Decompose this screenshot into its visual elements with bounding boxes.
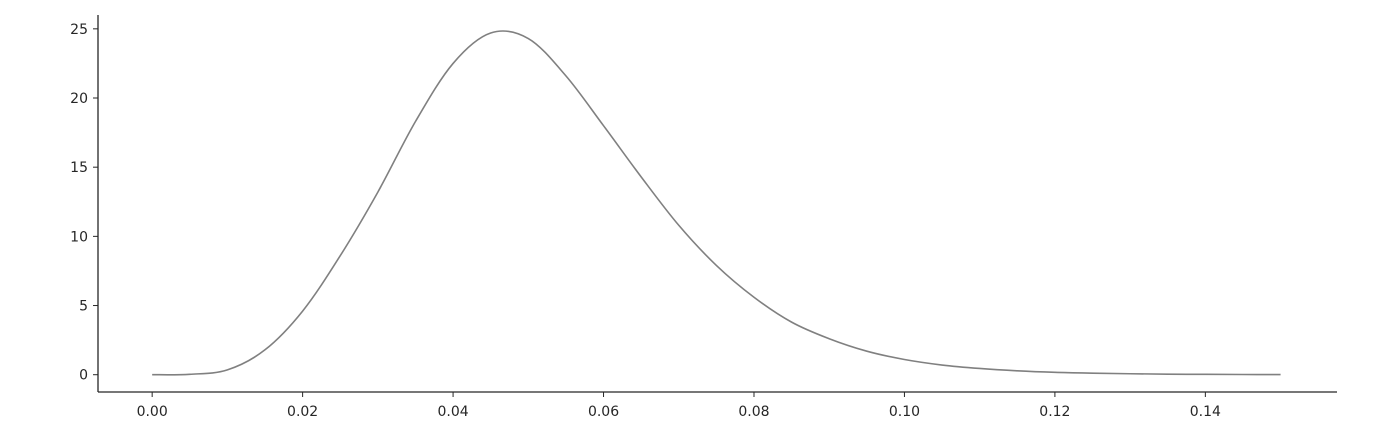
- axes: [97, 15, 1337, 393]
- x-tick-label: 0.00: [137, 404, 168, 420]
- y-tick-label: 10: [70, 229, 88, 245]
- y-tick-label: 5: [79, 299, 88, 315]
- series-layer: [152, 30, 1281, 376]
- x-tick-label: 0.08: [738, 404, 769, 420]
- x-tick-label: 0.02: [287, 404, 318, 420]
- y-tick-label: 15: [70, 160, 88, 176]
- x-tick-label: 0.12: [1039, 404, 1070, 420]
- y-tick-label: 25: [70, 22, 88, 38]
- x-tick-label: 0.14: [1190, 404, 1221, 420]
- x-tick-label: 0.06: [588, 404, 619, 420]
- y-tick-label: 0: [79, 368, 88, 384]
- x-tick-label: 0.04: [437, 404, 468, 420]
- series-line-0: [152, 30, 1281, 376]
- y-tick-label: 20: [70, 91, 88, 107]
- x-tick-label: 0.10: [889, 404, 920, 420]
- ticks: 0.00 0.02 0.04 0.06 0.08 0.10 0.12 0.14 0 5 10 15 20…: [70, 22, 1221, 420]
